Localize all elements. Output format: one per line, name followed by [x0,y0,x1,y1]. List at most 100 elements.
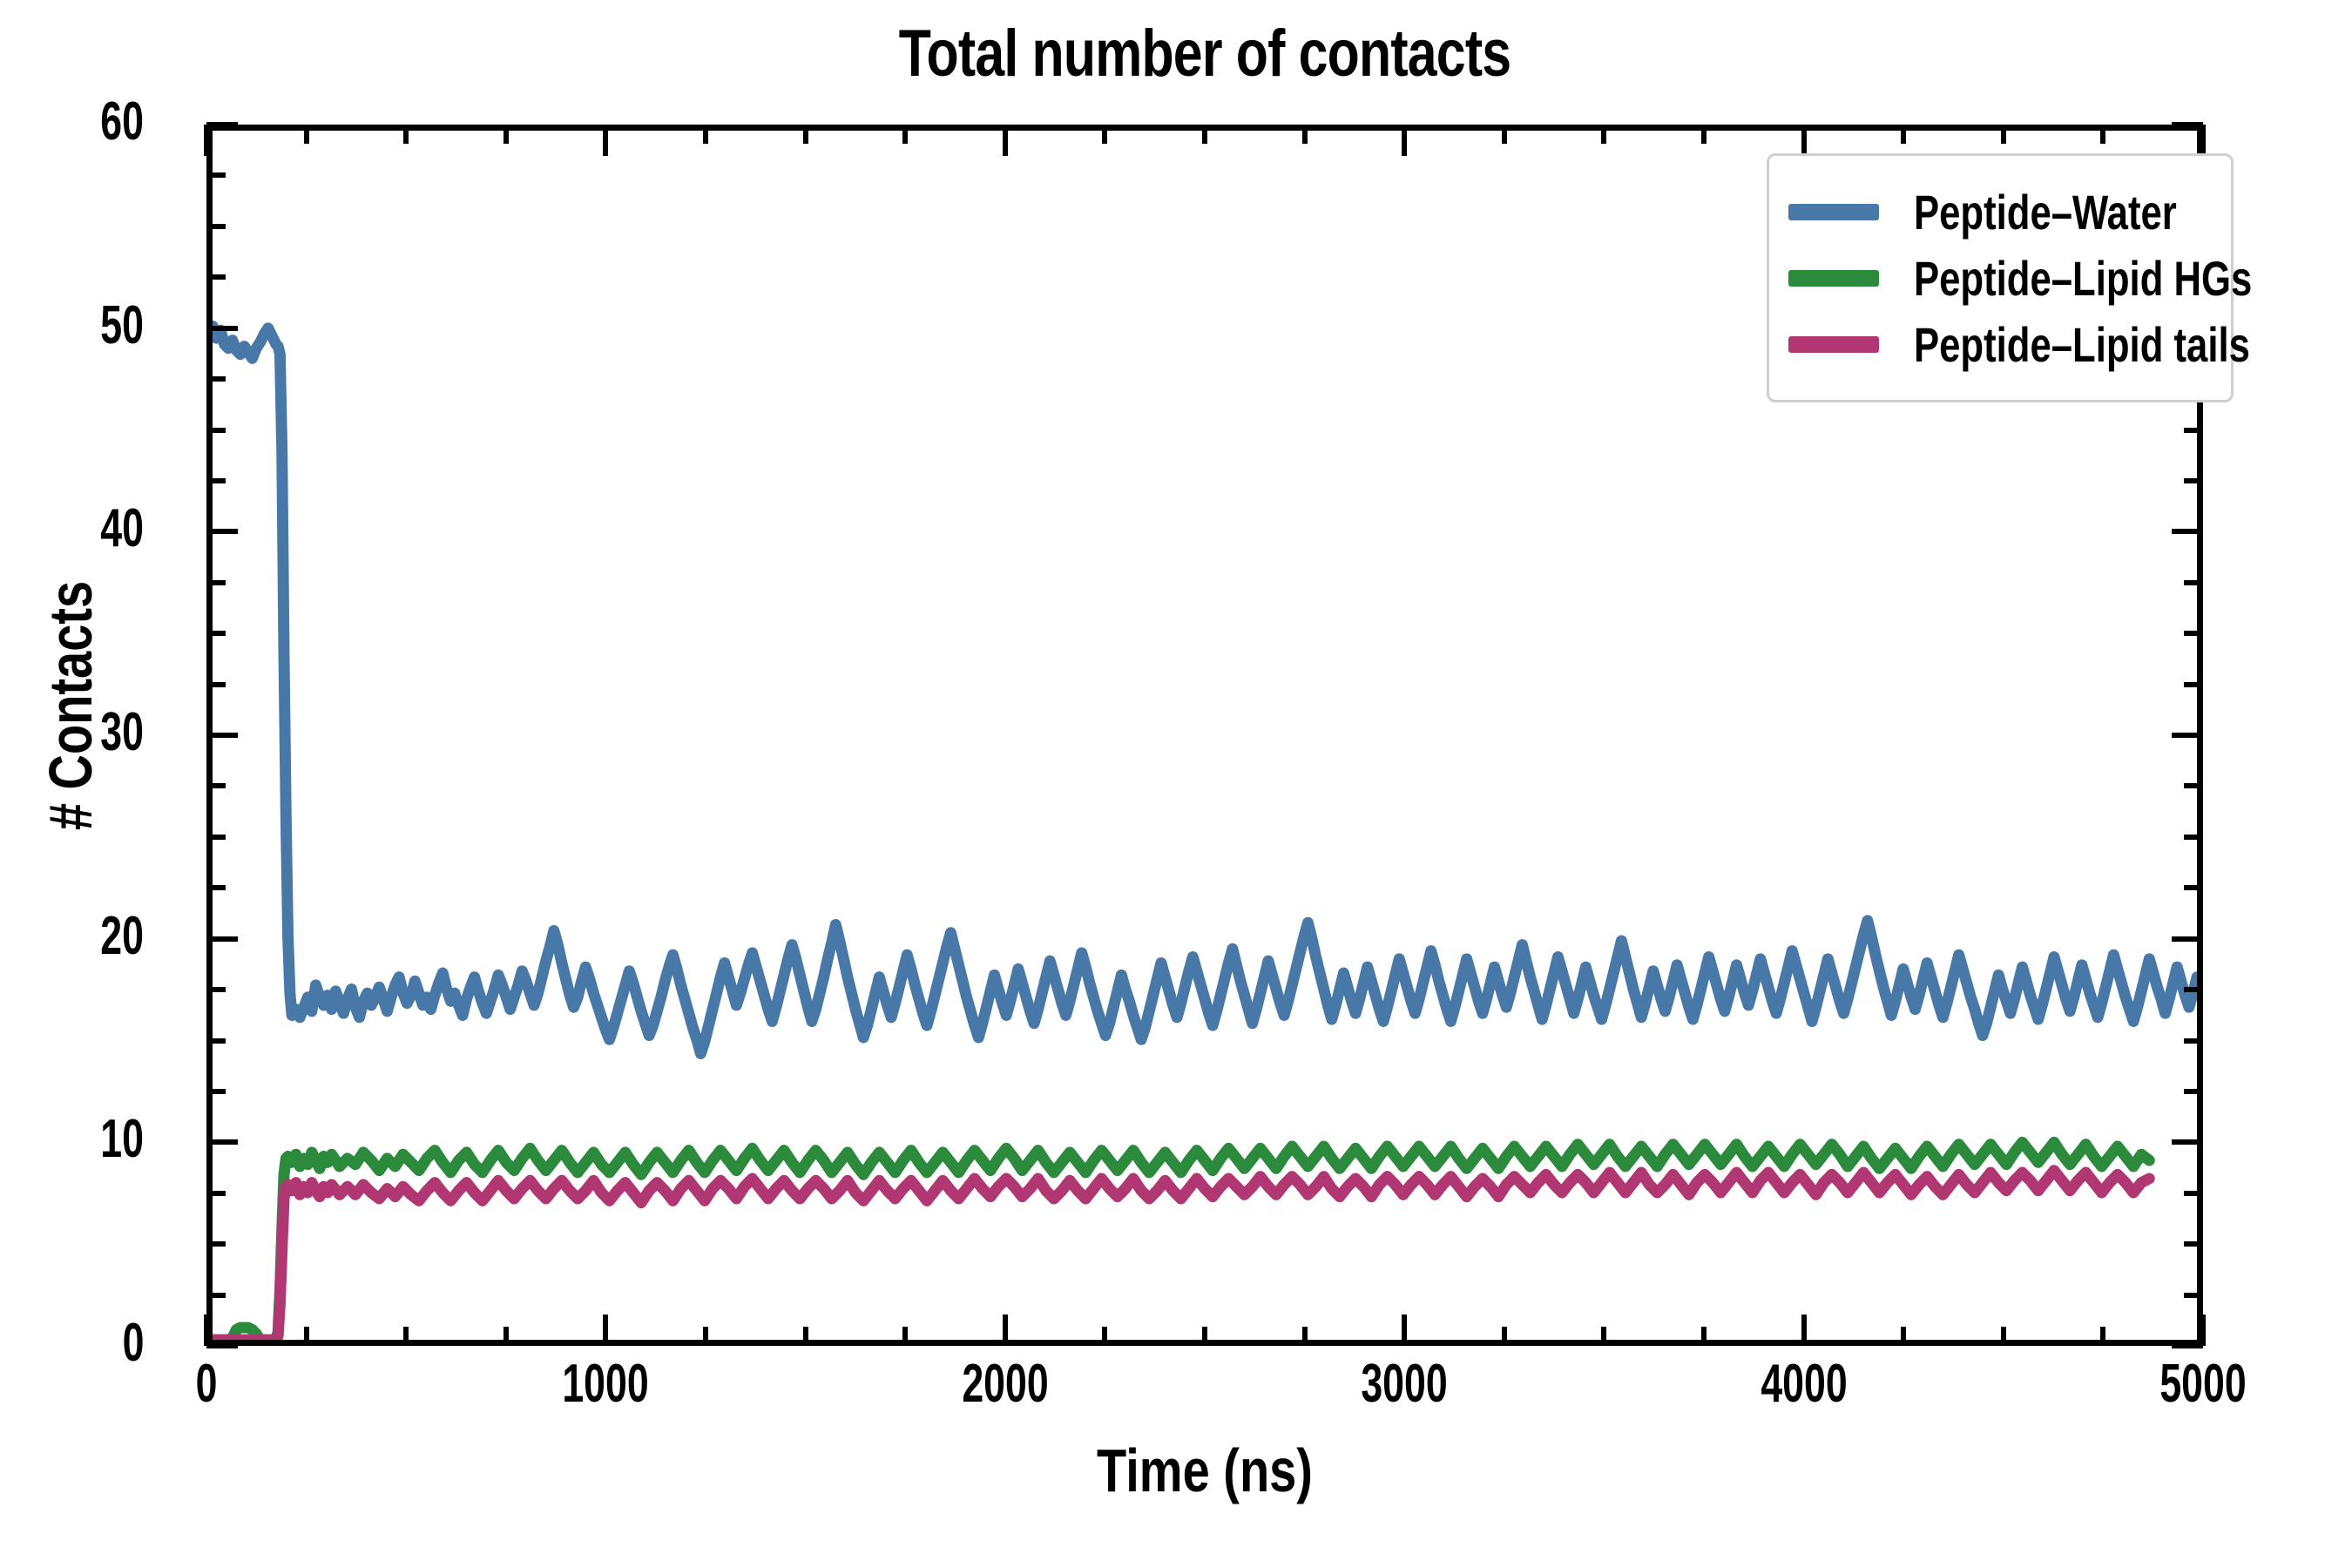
x-tick-top [303,125,309,144]
x-tick-label: 1000 [562,1354,650,1414]
y-tick-right [2184,1292,2203,1298]
x-tick-top [403,125,409,144]
x-tick [1901,1327,1907,1346]
y-tick-right [2172,733,2203,738]
y-tick [206,122,238,127]
legend-item[interactable]: Peptide–Lipid HGs [1788,245,2252,311]
x-tick-label: 2000 [962,1354,1049,1414]
x-tick-top [2200,125,2206,156]
y-tick-right [2184,1241,2203,1247]
x-tick-label: 3000 [1361,1354,1448,1414]
x-tick-top [1601,125,1607,144]
x-tick-label: 0 [195,1354,218,1414]
x-tick-top [1002,125,1008,156]
y-tick [206,783,226,789]
y-tick-right [2184,427,2203,433]
y-tick [206,834,226,840]
x-tick-top [802,125,808,144]
y-tick-right [2184,477,2203,483]
x-tick [2000,1327,2006,1346]
y-tick [206,1139,238,1146]
x-tick [1402,1315,1408,1346]
y-tick [206,1037,226,1044]
x-tick-top [2000,125,2006,144]
x-tick [1002,1315,1008,1346]
y-tick-label: 10 [100,1109,144,1170]
y-tick [206,1241,226,1247]
y-tick-right [2184,1190,2203,1196]
y-tick-right [2184,783,2203,789]
y-tick [206,1088,226,1094]
y-tick-label: 20 [100,905,144,966]
x-tick [204,1315,209,1346]
x-tick-top [603,125,609,156]
y-tick [206,987,226,993]
y-tick-right [2172,1343,2203,1348]
x-tick-top [902,125,909,144]
y-tick [206,579,226,585]
legend-label-peptide-lipid-hgs: Peptide–Lipid HGs [1914,250,2253,306]
y-tick [206,325,238,331]
x-tick [1301,1327,1308,1346]
y-tick [206,631,226,637]
y-tick-right [2172,529,2203,535]
x-tick-top [1102,125,1108,144]
series-line-2 [213,1165,2155,1340]
y-tick [206,1343,238,1348]
y-tick-right [2172,936,2203,942]
y-tick [206,885,226,891]
y-tick [206,172,226,179]
x-axis-title: Time (ns) [1097,1436,1313,1504]
y-tick-right [2184,1088,2203,1094]
legend-swatch-peptide-water [1788,203,1879,220]
legend-swatch-peptide-lipid-hgs [1788,269,1879,287]
series-line-0 [213,320,2197,1059]
x-tick [1801,1315,1807,1346]
x-tick-label: 4000 [1760,1354,1848,1414]
y-tick-label: 30 [100,702,144,762]
y-tick [206,1292,226,1298]
x-tick-top [2100,125,2106,144]
x-tick [303,1327,309,1346]
y-tick [206,733,238,738]
x-tick [603,1315,609,1346]
x-tick-top [1801,125,1807,156]
x-tick [2200,1315,2206,1346]
y-tick-label: 0 [122,1313,144,1373]
y-tick-right [2184,885,2203,891]
y-tick [206,427,226,433]
x-tick [1202,1327,1207,1346]
x-tick-top [1301,125,1308,144]
x-tick-top [1901,125,1907,144]
y-tick-right [2184,987,2203,993]
y-tick-label: 50 [100,294,144,355]
x-tick-top [703,125,708,144]
legend-item[interactable]: Peptide–Water [1788,179,2212,245]
x-tick [1701,1327,1707,1346]
x-tick [802,1327,808,1346]
y-tick [206,681,226,687]
x-tick [503,1327,509,1346]
y-tick [206,529,238,535]
legend-item[interactable]: Peptide–Lipid tails [1788,311,2250,377]
x-tick [1501,1327,1507,1346]
chart-legend: Peptide–Water Peptide–Lipid HGs Peptide–… [1767,153,2252,402]
x-tick-top [1202,125,1207,144]
y-tick [206,223,226,229]
x-tick-top [1501,125,1507,144]
x-tick-top [1701,125,1707,144]
legend-label-peptide-lipid-tails: Peptide–Lipid tails [1914,316,2250,372]
x-tick [1601,1327,1607,1346]
x-tick [902,1327,909,1346]
x-tick [1102,1327,1108,1346]
x-tick-top [204,125,209,156]
y-tick [206,376,226,382]
x-tick-top [1402,125,1408,156]
y-tick-right [2184,631,2203,637]
legend-swatch-peptide-lipid-tails [1788,335,1879,353]
y-tick-right [2184,1037,2203,1044]
x-tick [403,1327,409,1346]
y-tick [206,274,226,280]
x-tick-label: 5000 [2159,1354,2247,1414]
